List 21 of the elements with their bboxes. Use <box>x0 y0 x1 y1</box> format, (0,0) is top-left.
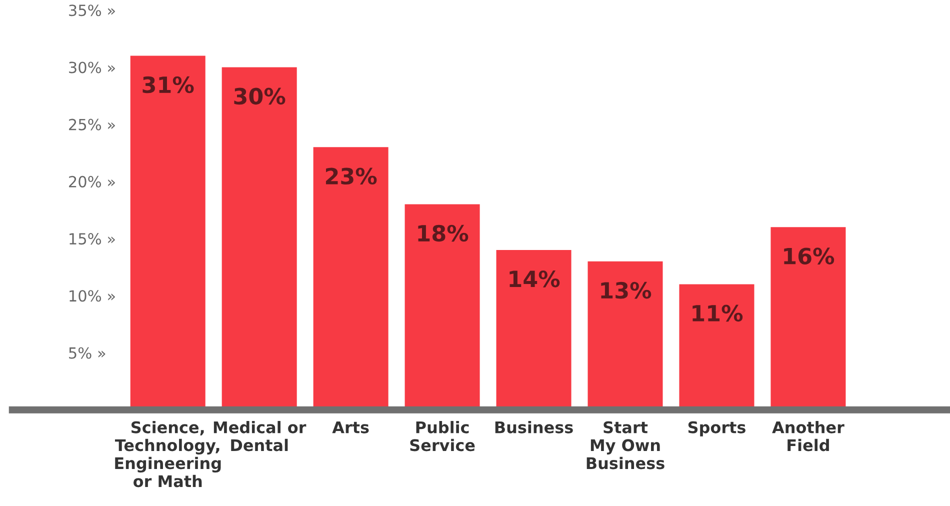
x-tick-label: Public Service <box>410 420 475 452</box>
y-tick-label: 15% » <box>70 233 115 245</box>
data-label: 13% <box>601 282 652 299</box>
x-tick-label: Another Field <box>772 420 844 452</box>
x-tick-label: Sports <box>688 421 746 436</box>
x-tick-label: Start My Own Business <box>586 421 664 470</box>
y-tick-label: 35% » <box>69 4 115 16</box>
data-label: 16% <box>784 248 834 264</box>
data-label: 11% <box>692 304 743 322</box>
data-label: 23% <box>326 168 377 185</box>
data-label: 31% <box>142 76 194 94</box>
x-tick-label: Business <box>495 420 573 434</box>
data-label: 30% <box>234 88 286 105</box>
y-tick-label: 25% » <box>69 118 115 130</box>
data-label: 18% <box>418 224 468 242</box>
y-tick-label: 20% » <box>69 176 115 188</box>
y-tick-label: 30% » <box>69 62 115 74</box>
data-label: 14% <box>510 270 560 288</box>
y-tick-label: 5% » <box>69 347 106 359</box>
y-tick-label: 10% » <box>70 290 115 302</box>
x-tick-label: Arts <box>332 421 369 434</box>
